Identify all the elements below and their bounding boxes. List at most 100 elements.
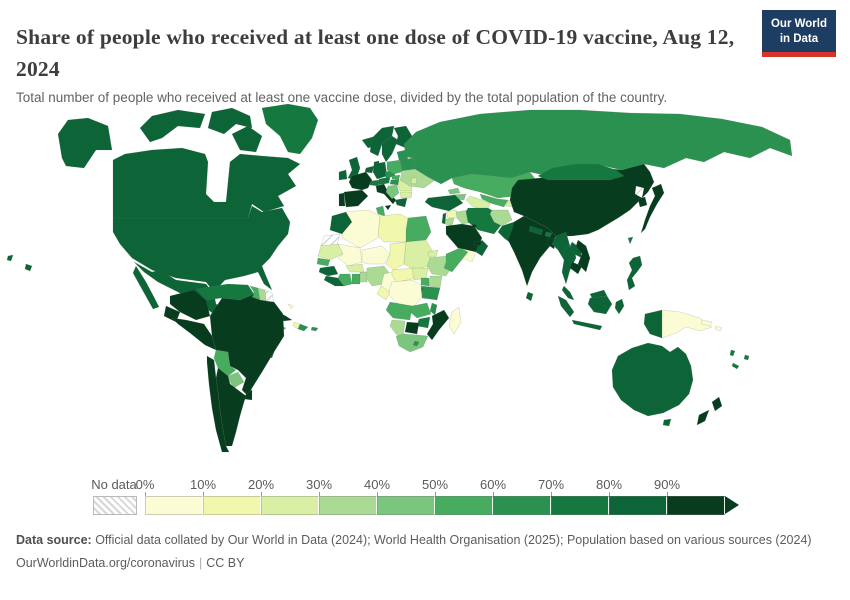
legend-segment-20-30%[interactable]	[261, 496, 319, 515]
region-italy[interactable]	[375, 183, 397, 205]
legend-segment-10-20%[interactable]	[203, 496, 261, 515]
region-baja-california[interactable]	[132, 265, 160, 310]
region-dr-congo[interactable]	[387, 279, 423, 307]
region-new-zealand-north[interactable]	[711, 396, 723, 412]
region-switzerland[interactable]	[369, 179, 380, 187]
region-new-zealand-south[interactable]	[696, 409, 710, 426]
region-argentina[interactable]	[215, 367, 247, 447]
legend-segment-80-90%[interactable]	[609, 496, 667, 515]
region-ivory-coast[interactable]	[337, 273, 353, 287]
region-central-african-republic[interactable]	[391, 267, 417, 283]
region-greenland[interactable]	[261, 103, 319, 155]
region-colombia[interactable]	[169, 289, 211, 321]
region-uzbekistan[interactable]	[479, 193, 509, 208]
region-puerto-rico[interactable]	[310, 326, 319, 332]
region-bhutan[interactable]	[544, 231, 553, 238]
region-germany[interactable]	[372, 161, 388, 180]
region-borneo-indonesia[interactable]	[587, 295, 613, 315]
region-vanuatu[interactable]	[729, 349, 736, 357]
region-cambodia[interactable]	[569, 261, 583, 275]
region-taiwan[interactable]	[627, 236, 634, 245]
legend-segment-0-10%[interactable]	[145, 496, 203, 515]
region-malaysia[interactable]	[561, 285, 575, 301]
legend-segment-40-50%[interactable]	[377, 496, 435, 515]
region-bahamas[interactable]	[287, 303, 294, 310]
owid-logo[interactable]: Our World in Data	[761, 10, 836, 57]
region-tasmania[interactable]	[662, 418, 672, 427]
region-solomon-islands[interactable]	[700, 319, 713, 327]
region-bulgaria[interactable]	[399, 191, 413, 199]
region-balkans[interactable]	[385, 184, 400, 200]
region-egypt[interactable]	[405, 215, 432, 243]
region-senegal[interactable]	[316, 257, 331, 267]
region-ireland[interactable]	[338, 169, 348, 181]
region-new-caledonia[interactable]	[731, 362, 740, 370]
region-hawaii[interactable]	[6, 254, 14, 262]
region-chad[interactable]	[385, 241, 407, 271]
region-togo-benin[interactable]	[359, 271, 368, 283]
region-tanzania[interactable]	[420, 285, 441, 301]
legend-segment-30-40%[interactable]	[319, 496, 377, 515]
region-uae[interactable]	[473, 240, 483, 247]
region-dominican-republic[interactable]	[297, 323, 309, 332]
region-zambia[interactable]	[409, 302, 432, 319]
region-kenya[interactable]	[428, 275, 443, 289]
region-usa[interactable]	[112, 205, 291, 293]
region-greece[interactable]	[394, 197, 408, 208]
region-australia[interactable]	[611, 342, 694, 417]
region-baffin-island[interactable]	[231, 125, 263, 153]
region-malawi[interactable]	[429, 302, 438, 316]
region-fiji[interactable]	[743, 354, 750, 361]
region-japan[interactable]	[640, 183, 665, 234]
region-philippines[interactable]	[626, 255, 643, 291]
legend-segment-90%+[interactable]	[667, 496, 725, 515]
region-chile[interactable]	[206, 355, 230, 453]
region-turkey[interactable]	[424, 194, 464, 212]
region-canada-arctic[interactable]	[139, 109, 206, 143]
region-niger[interactable]	[361, 245, 391, 265]
region-lesotho[interactable]	[412, 340, 420, 347]
region-sierra-leone-liberia[interactable]	[323, 275, 345, 287]
region-uganda[interactable]	[420, 277, 430, 287]
no-data-swatch[interactable]	[93, 496, 137, 515]
region-sweden[interactable]	[381, 135, 399, 163]
region-peru[interactable]	[171, 317, 217, 351]
region-poland[interactable]	[386, 159, 403, 175]
region-georgia[interactable]	[447, 187, 461, 195]
region-sri-lanka[interactable]	[525, 291, 534, 302]
region-hawaii[interactable]	[24, 263, 33, 272]
region-bolivia[interactable]	[213, 349, 237, 377]
region-libya[interactable]	[377, 213, 409, 243]
region-vietnam[interactable]	[575, 239, 591, 273]
region-south-africa[interactable]	[395, 333, 429, 353]
region-somalia[interactable]	[443, 247, 469, 273]
region-france[interactable]	[348, 171, 373, 191]
region-paraguay[interactable]	[227, 371, 245, 389]
owid-coronavirus-link[interactable]: OurWorldinData.org/coronavirus	[16, 556, 196, 571]
region-alaska[interactable]	[57, 117, 113, 169]
region-mauritania[interactable]	[317, 243, 344, 261]
region-guinea[interactable]	[318, 265, 339, 277]
region-madagascar[interactable]	[448, 306, 462, 335]
region-botswana[interactable]	[404, 321, 420, 335]
region-angola[interactable]	[385, 301, 413, 321]
region-spain[interactable]	[343, 189, 369, 208]
region-solomon-islands[interactable]	[714, 325, 723, 332]
region-burkina-faso[interactable]	[345, 263, 365, 273]
region-canada-arctic[interactable]	[207, 107, 253, 135]
region-mongolia[interactable]	[537, 163, 625, 181]
region-hungary[interactable]	[389, 178, 400, 186]
region-papua-new-guinea[interactable]	[661, 309, 713, 339]
region-ghana[interactable]	[351, 273, 361, 285]
region-moldova[interactable]	[410, 177, 418, 185]
region-nepal[interactable]	[528, 225, 544, 236]
region-sicily[interactable]	[384, 204, 392, 211]
region-canada[interactable]	[112, 147, 301, 219]
legend-segment-70-80%[interactable]	[551, 496, 609, 515]
region-benelux[interactable]	[364, 165, 375, 174]
region-south-korea[interactable]	[637, 196, 648, 208]
region-mozambique[interactable]	[426, 309, 450, 341]
region-jordan[interactable]	[444, 217, 455, 227]
region-west-papua[interactable]	[643, 309, 663, 339]
region-portugal[interactable]	[338, 192, 346, 207]
